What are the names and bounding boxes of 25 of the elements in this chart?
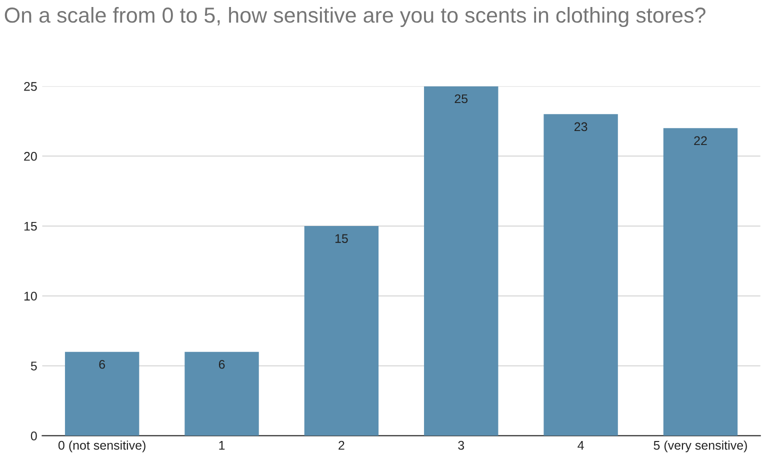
y-tick-label: 25 <box>24 82 37 91</box>
x-tick-label: 1 <box>219 441 225 450</box>
bar <box>304 226 379 436</box>
bar <box>663 128 738 436</box>
data-label: 23 <box>574 122 588 132</box>
x-tick-label: 3 <box>458 440 464 450</box>
bar <box>544 114 618 436</box>
y-tick-label: 15 <box>24 222 37 231</box>
x-tick-label: 5 (very sensitive) <box>654 440 747 452</box>
y-tick-label: 20 <box>24 152 37 161</box>
data-label: 22 <box>694 136 707 145</box>
y-tick-label: 0 <box>30 432 37 440</box>
y-tick-label: 5 <box>30 362 37 370</box>
bar <box>424 86 498 436</box>
x-tick-label: 2 <box>338 440 344 450</box>
data-label: 6 <box>218 360 225 369</box>
data-label: 25 <box>454 94 468 104</box>
x-tick-label: 0 (not sensitive) <box>58 440 146 452</box>
chart-title: On a scale from 0 to 5, how sensitive are you to scents in clothing stores? <box>4 6 706 28</box>
bar <box>184 352 259 436</box>
x-tick-label: 4 <box>578 441 584 450</box>
data-label: 6 <box>99 360 106 369</box>
data-label: 15 <box>335 234 348 243</box>
y-tick-label: 10 <box>24 292 37 301</box>
bar <box>64 352 140 436</box>
